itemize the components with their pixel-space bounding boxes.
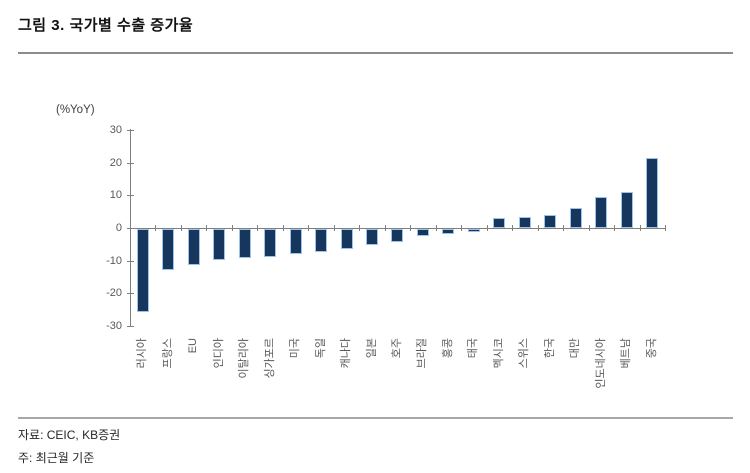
x-axis-line <box>130 228 665 229</box>
bar <box>620 192 633 228</box>
x-axis-tick <box>308 225 310 231</box>
y-axis-tick-label: 30 <box>109 123 122 136</box>
x-axis-category-label: EU <box>187 338 200 354</box>
x-axis-tick <box>410 225 412 231</box>
x-axis-tick <box>206 225 208 231</box>
bar <box>493 218 506 228</box>
x-axis-tick <box>155 225 157 231</box>
y-axis-tick <box>127 195 134 197</box>
bar <box>391 229 404 243</box>
x-axis-tick <box>384 225 386 231</box>
x-axis-category-label: 한국 <box>543 338 556 359</box>
bar <box>467 229 480 233</box>
x-axis-category-label: 홍콩 <box>441 338 454 359</box>
bar <box>289 229 302 254</box>
page-title: 그림 3. 국가별 수출 증가율 <box>18 17 194 34</box>
x-axis-tick <box>257 225 259 231</box>
x-axis-tick <box>359 225 361 231</box>
bar <box>238 229 251 259</box>
x-axis-tick <box>512 225 514 231</box>
x-axis-category-label: 러시아 <box>136 338 149 369</box>
x-axis-category-label: 베트남 <box>620 338 633 369</box>
x-axis-category-label: 스위스 <box>518 338 531 369</box>
bar <box>569 208 582 228</box>
footer-divider <box>18 417 733 419</box>
x-axis-category-label: 중국 <box>645 338 658 359</box>
x-axis-tick <box>231 225 233 231</box>
x-axis-category-label: 프랑스 <box>161 338 174 369</box>
bar <box>213 229 226 261</box>
y-axis-tick-label: -30 <box>106 320 122 332</box>
x-axis-category-label: 태국 <box>467 338 480 359</box>
bar <box>416 229 429 236</box>
x-axis-category-label: 싱가포르 <box>263 338 276 379</box>
x-axis-category-label: 캐나다 <box>340 338 353 369</box>
x-axis-tick <box>537 225 539 231</box>
y-axis-tick <box>127 293 134 295</box>
bar <box>136 229 149 313</box>
bar <box>595 196 608 228</box>
bar <box>264 229 277 257</box>
bar <box>187 229 200 265</box>
bar <box>315 229 328 252</box>
x-axis-category-label: 독일 <box>314 338 327 359</box>
x-axis-category-label: 이탈리아 <box>238 338 251 379</box>
y-axis-tick-label: 10 <box>109 189 122 202</box>
x-axis-tick <box>486 225 488 231</box>
y-axis-tick-label: -20 <box>106 287 122 300</box>
y-axis-tick <box>127 260 134 262</box>
x-axis-category-label: 인디아 <box>212 338 225 369</box>
source-note: 자료: CEIC, KB증권 <box>18 428 121 442</box>
title-divider <box>18 52 733 54</box>
x-axis-category-label: 인도네시아 <box>594 338 607 389</box>
y-axis-tick-label: 20 <box>109 156 122 169</box>
bar <box>646 157 659 228</box>
x-axis-tick <box>180 225 182 231</box>
x-axis-tick <box>461 225 463 231</box>
x-axis-category-label: 미국 <box>289 338 302 359</box>
bar <box>340 229 353 249</box>
y-axis-tick <box>127 326 134 327</box>
bar <box>366 229 379 246</box>
y-axis-tick <box>127 162 134 164</box>
y-axis-tick <box>127 129 134 131</box>
x-axis-category-label: 호주 <box>390 338 403 359</box>
x-axis-tick <box>664 225 666 231</box>
x-axis-tick <box>639 225 641 231</box>
bar <box>442 229 455 234</box>
x-axis-category-label: 멕시코 <box>492 338 505 369</box>
x-axis-category-label: 브라질 <box>416 338 429 369</box>
x-axis-tick <box>130 225 131 231</box>
y-axis-tick-label: -10 <box>106 254 122 267</box>
x-axis-tick <box>563 225 565 231</box>
bar <box>518 216 531 228</box>
bar <box>162 229 175 270</box>
x-axis-tick <box>282 225 284 231</box>
y-axis-unit-label: (%YoY) <box>56 104 95 116</box>
x-axis-tick <box>435 225 437 231</box>
x-axis-category-label: 대만 <box>569 338 582 359</box>
x-axis-tick <box>588 225 590 231</box>
x-axis-category-label: 일본 <box>365 338 378 359</box>
basis-note: 주: 최근월 기준 <box>18 451 95 465</box>
y-axis-tick-label: 0 <box>115 222 122 234</box>
bar <box>544 214 557 228</box>
x-axis-tick <box>333 225 335 231</box>
x-axis-tick <box>614 225 616 231</box>
